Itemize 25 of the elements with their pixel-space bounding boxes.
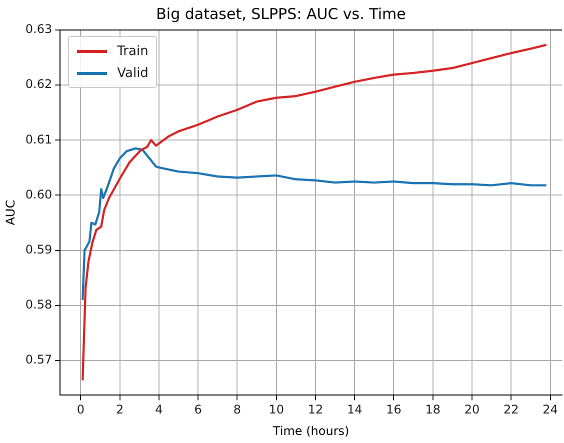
y-tick-label: 0.59 xyxy=(25,242,52,256)
legend-label: Train xyxy=(117,44,148,58)
y-tick-label: 0.61 xyxy=(25,132,52,146)
y-tick-label: 0.58 xyxy=(25,298,52,312)
x-axis-title: Time (hours) xyxy=(272,424,350,438)
x-tick-label: 2 xyxy=(116,402,124,417)
x-tick-label: 16 xyxy=(386,402,402,417)
y-tick-label: 0.63 xyxy=(25,22,52,36)
x-tick-label: 0 xyxy=(76,402,84,417)
y-tick-label: 0.57 xyxy=(25,352,52,367)
x-tick-label: 24 xyxy=(542,402,558,417)
y-tick-label: 0.62 xyxy=(25,77,52,92)
x-tick-label: 10 xyxy=(268,402,284,417)
chart-title: Big dataset, SLPPS: AUC vs. Time xyxy=(156,4,406,23)
x-tick-label: 22 xyxy=(503,402,519,417)
x-tick-label: 6 xyxy=(194,402,202,417)
x-tick-label: 12 xyxy=(308,402,324,417)
y-axis-title: AUC xyxy=(3,200,18,226)
x-tick-label: 20 xyxy=(464,402,480,417)
x-tick-label: 4 xyxy=(155,402,163,417)
x-tick-label: 14 xyxy=(346,402,362,417)
x-tick-label: 18 xyxy=(425,402,440,417)
y-tick-label: 0.60 xyxy=(25,187,52,202)
legend-label: Valid xyxy=(117,66,148,80)
x-tick-label: 8 xyxy=(233,402,242,417)
